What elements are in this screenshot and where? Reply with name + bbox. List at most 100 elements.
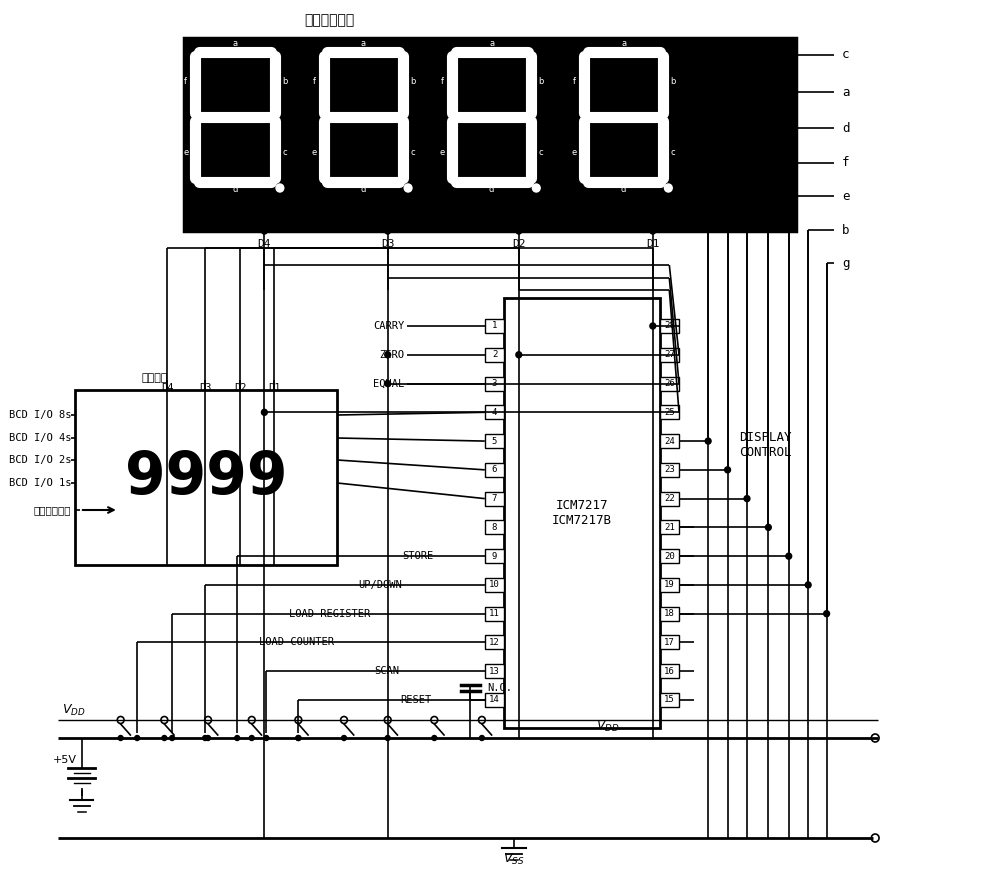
Text: BCD I/O 4s: BCD I/O 4s (9, 433, 71, 443)
Text: ZERO: ZERO (379, 350, 405, 359)
Text: STORE: STORE (402, 552, 433, 561)
Text: 10: 10 (489, 580, 500, 589)
Text: EQUAL: EQUAL (373, 378, 405, 389)
Bar (485, 319, 504, 333)
Bar (485, 664, 504, 679)
Text: 共阳极显示器: 共阳极显示器 (304, 13, 355, 27)
Text: 16: 16 (664, 667, 675, 676)
Circle shape (342, 736, 347, 740)
Bar (660, 463, 679, 477)
Bar (504, 298, 660, 728)
Bar (485, 607, 504, 620)
Text: b: b (410, 77, 415, 86)
Text: 14: 14 (489, 696, 500, 704)
Text: 28: 28 (664, 322, 675, 331)
Circle shape (385, 381, 391, 386)
Text: RESET: RESET (400, 695, 431, 705)
Text: d: d (360, 185, 366, 195)
Text: g: g (360, 113, 366, 122)
Circle shape (516, 351, 521, 358)
Text: a: a (360, 39, 366, 48)
Bar (660, 319, 679, 333)
Text: f: f (573, 77, 575, 86)
Text: a: a (489, 39, 494, 48)
Circle shape (532, 184, 540, 192)
Text: 27: 27 (664, 350, 675, 359)
Text: 计数信号输入: 计数信号输入 (33, 505, 71, 515)
Text: e: e (440, 148, 445, 157)
Circle shape (170, 736, 175, 740)
Text: 7: 7 (492, 494, 497, 503)
Text: SCAN: SCAN (374, 666, 400, 676)
Circle shape (162, 736, 167, 740)
Text: 22: 22 (664, 494, 675, 503)
Text: D4: D4 (161, 383, 174, 393)
Text: 11: 11 (489, 609, 500, 618)
Circle shape (805, 582, 811, 588)
Bar (485, 463, 504, 477)
Circle shape (135, 736, 139, 740)
Bar (660, 492, 679, 506)
Text: DISPLAY
CONTROL: DISPLAY CONTROL (739, 431, 791, 459)
Bar (184, 38, 795, 231)
Bar (485, 492, 504, 506)
Text: 2: 2 (492, 350, 497, 359)
Text: BCD I/O 1s: BCD I/O 1s (9, 478, 71, 488)
Bar (660, 434, 679, 448)
Bar (660, 664, 679, 679)
Text: f: f (185, 77, 188, 86)
Bar (485, 376, 504, 391)
Text: c: c (410, 148, 415, 157)
Circle shape (202, 736, 207, 740)
Circle shape (118, 736, 123, 740)
Text: g: g (621, 113, 627, 122)
Text: a: a (843, 86, 849, 98)
Circle shape (650, 323, 656, 329)
Circle shape (725, 467, 731, 473)
Text: BCD I/O 2s: BCD I/O 2s (9, 455, 71, 465)
Text: c: c (283, 148, 287, 157)
Bar (485, 693, 504, 707)
Bar (660, 578, 679, 592)
Bar (485, 578, 504, 592)
Text: $V_{DD}$: $V_{DD}$ (63, 703, 86, 718)
Text: $V_{SS}$: $V_{SS}$ (503, 852, 524, 867)
Text: 6: 6 (492, 466, 497, 475)
Text: 21: 21 (664, 523, 675, 532)
Text: 5: 5 (492, 436, 497, 445)
Text: 23: 23 (664, 466, 675, 475)
Text: f: f (843, 156, 849, 170)
Bar (660, 376, 679, 391)
Circle shape (432, 736, 437, 740)
Text: b: b (538, 77, 544, 86)
Text: BCD I/O 8s: BCD I/O 8s (9, 410, 71, 420)
Text: e: e (843, 190, 849, 203)
Bar (660, 520, 679, 535)
Circle shape (261, 409, 267, 416)
Text: e: e (311, 148, 316, 157)
Circle shape (385, 228, 391, 234)
Text: 9: 9 (492, 552, 497, 561)
Text: 13: 13 (489, 667, 500, 676)
Text: N.O.: N.O. (488, 683, 513, 693)
Bar (660, 693, 679, 707)
Text: d: d (621, 185, 627, 195)
Circle shape (264, 736, 269, 740)
Text: LOAD COUNTER: LOAD COUNTER (259, 637, 334, 647)
Text: 25: 25 (664, 408, 675, 417)
Text: ICM7217
ICM7217B: ICM7217 ICM7217B (552, 499, 612, 527)
Circle shape (249, 736, 254, 740)
Circle shape (824, 611, 830, 617)
Circle shape (479, 736, 484, 740)
Text: D2: D2 (234, 383, 246, 393)
Text: 20: 20 (664, 552, 675, 561)
Text: D1: D1 (646, 239, 660, 249)
Bar (485, 348, 504, 362)
Text: +5V: +5V (53, 755, 77, 765)
Text: d: d (489, 185, 494, 195)
Text: 19: 19 (664, 580, 675, 589)
Text: b: b (843, 224, 849, 237)
Circle shape (276, 184, 284, 192)
Text: D1: D1 (268, 383, 280, 393)
Text: 8: 8 (492, 523, 497, 532)
